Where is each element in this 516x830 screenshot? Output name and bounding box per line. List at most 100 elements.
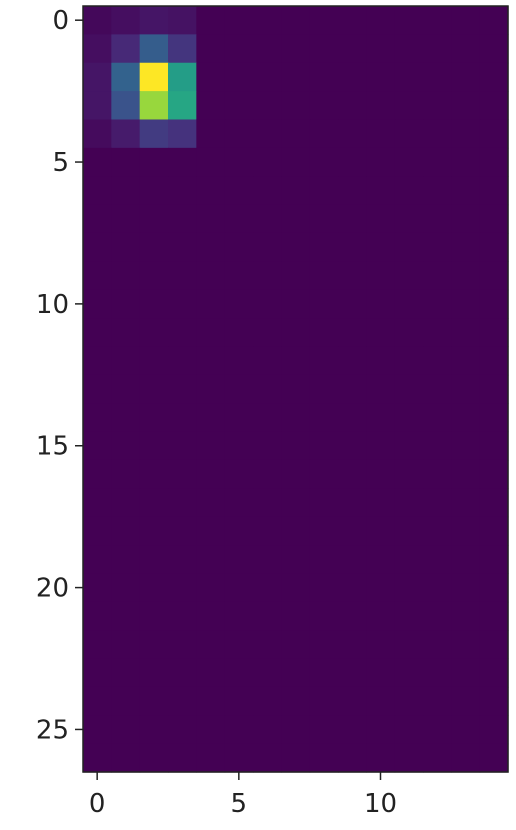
heatmap-cell-r26-c3	[168, 743, 197, 773]
heatmap-cell-r18-c1	[111, 516, 141, 546]
heatmap-cell-r26-c14	[479, 743, 509, 773]
heatmap-cell-r14-c9	[338, 403, 367, 433]
heatmap-cell-r4-c0	[83, 119, 112, 149]
heatmap-cell-r3-c11	[394, 91, 424, 121]
heatmap-cell-r6-c8	[309, 176, 339, 206]
heatmap-cell-r21-c3	[168, 601, 197, 631]
heatmap-cell-r3-c9	[338, 91, 367, 121]
heatmap-cell-r13-c5	[224, 374, 254, 404]
heatmap-cell-r6-c6	[253, 176, 282, 206]
heatmap-cell-r23-c6	[253, 658, 282, 688]
axes-frame	[82, 5, 509, 773]
heatmap-cell-r22-c11	[394, 630, 424, 660]
heatmap-cell-r0-c0	[83, 6, 112, 35]
heatmap-cell-r13-c8	[309, 374, 339, 404]
heatmap-cell-r0-c8	[309, 6, 339, 35]
heatmap-cell-r13-c0	[83, 374, 112, 404]
heatmap-cell-r1-c2	[139, 34, 169, 64]
heatmap-cell-r13-c9	[338, 374, 367, 404]
heatmap-cell-r17-c14	[479, 488, 509, 518]
heatmap-cell-r9-c3	[168, 261, 197, 291]
heatmap-cell-r2-c3	[168, 62, 197, 92]
heatmap-cell-r4-c3	[168, 119, 197, 149]
heatmap-cell-r22-c5	[224, 630, 254, 660]
heatmap-cell-r3-c14	[479, 91, 509, 121]
heatmap-cell-r14-c12	[423, 403, 452, 433]
heatmap-cell-r17-c6	[253, 488, 282, 518]
heatmap-cell-r22-c1	[111, 630, 141, 660]
heatmap-cell-r17-c13	[451, 488, 481, 518]
heatmap-cell-r12-c12	[423, 346, 452, 376]
heatmap-cell-r5-c2	[139, 147, 169, 177]
heatmap-cell-r23-c14	[479, 658, 509, 688]
heatmap-cell-r20-c13	[451, 573, 481, 603]
heatmap-cell-r22-c10	[366, 630, 396, 660]
heatmap-cell-r11-c11	[394, 318, 424, 348]
heatmap-cell-r25-c6	[253, 715, 282, 745]
heatmap-cell-r4-c7	[281, 119, 311, 149]
heatmap-cell-r2-c12	[423, 62, 452, 92]
heatmap-cell-r24-c4	[196, 686, 226, 716]
heatmap-cell-r0-c4	[196, 6, 226, 35]
heatmap-cell-r5-c13	[451, 147, 481, 177]
heatmap-cell-r20-c1	[111, 573, 141, 603]
heatmap-cell-r21-c8	[309, 601, 339, 631]
heatmap-cell-r14-c2	[139, 403, 169, 433]
heatmap-cell-r4-c5	[224, 119, 254, 149]
heatmap-cell-r23-c0	[83, 658, 112, 688]
heatmap-cell-r13-c10	[366, 374, 396, 404]
heatmap-cell-r20-c3	[168, 573, 197, 603]
heatmap-cell-r14-c5	[224, 403, 254, 433]
heatmap-cell-r24-c10	[366, 686, 396, 716]
heatmap-cell-r3-c2	[139, 91, 169, 121]
heatmap-cell-r23-c2	[139, 658, 169, 688]
heatmap-cell-r8-c7	[281, 232, 311, 262]
heatmap-cell-r1-c4	[196, 34, 226, 64]
heatmap-cell-r25-c12	[423, 715, 452, 745]
heatmap-cell-r24-c12	[423, 686, 452, 716]
heatmap-cell-r9-c8	[309, 261, 339, 291]
heatmap-cell-r10-c7	[281, 289, 311, 319]
heatmap-cell-r8-c3	[168, 232, 197, 262]
heatmap-cell-r5-c10	[366, 147, 396, 177]
heatmap-cell-r19-c10	[366, 545, 396, 575]
heatmap-cell-r21-c14	[479, 601, 509, 631]
heatmap-cell-r9-c12	[423, 261, 452, 291]
heatmap-cell-r11-c10	[366, 318, 396, 348]
heatmap-cell-r16-c0	[83, 459, 112, 489]
heatmap-cell-r16-c11	[394, 459, 424, 489]
heatmap-cell-r10-c8	[309, 289, 339, 319]
heatmap-cell-r12-c2	[139, 346, 169, 376]
heatmap-cell-r25-c11	[394, 715, 424, 745]
heatmap-cell-r20-c2	[139, 573, 169, 603]
heatmap-cell-r1-c11	[394, 34, 424, 64]
heatmap-cell-r0-c10	[366, 6, 396, 35]
heatmap-cell-r22-c13	[451, 630, 481, 660]
heatmap-cell-r5-c14	[479, 147, 509, 177]
heatmap-cell-r7-c11	[394, 204, 424, 234]
heatmap-cell-r5-c9	[338, 147, 367, 177]
heatmap-cell-r24-c13	[451, 686, 481, 716]
heatmap-cell-r15-c10	[366, 431, 396, 461]
heatmap-cell-r1-c0	[83, 34, 112, 64]
heatmap-cell-r25-c7	[281, 715, 311, 745]
heatmap-cell-r15-c6	[253, 431, 282, 461]
heatmap-cell-r9-c2	[139, 261, 169, 291]
heatmap-cell-r3-c13	[451, 91, 481, 121]
heatmap-cell-r12-c11	[394, 346, 424, 376]
heatmap-cell-r23-c4	[196, 658, 226, 688]
heatmap-cell-r6-c3	[168, 176, 197, 206]
heatmap-cell-r26-c10	[366, 743, 396, 773]
heatmap-cell-r13-c11	[394, 374, 424, 404]
heatmap-cell-r4-c1	[111, 119, 141, 149]
y-tick-label: 5	[52, 148, 69, 178]
heatmap-cell-r0-c12	[423, 6, 452, 35]
heatmap-cell-r11-c9	[338, 318, 367, 348]
heatmap-cell-r1-c6	[253, 34, 282, 64]
heatmap-cell-r26-c7	[281, 743, 311, 773]
heatmap-cell-r3-c5	[224, 91, 254, 121]
heatmap-cell-r8-c9	[338, 232, 367, 262]
heatmap-cell-r4-c9	[338, 119, 367, 149]
heatmap-cell-r8-c2	[139, 232, 169, 262]
heatmap-cell-r11-c6	[253, 318, 282, 348]
